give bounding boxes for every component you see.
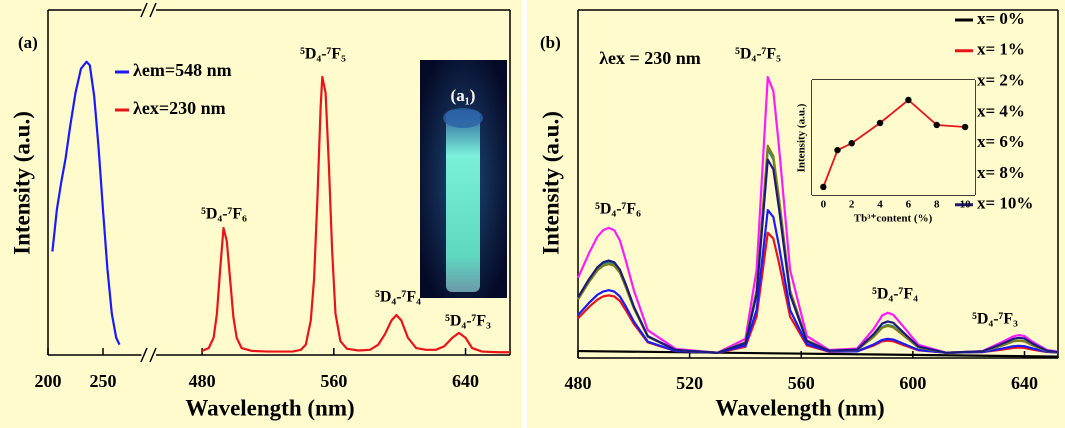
meniscus [443,108,483,128]
inset-label: (a₁) [451,86,476,105]
y-axis-title: Intensity (a.u.) [538,111,563,255]
x-tick-label: 600 [899,373,926,393]
data-point [820,184,826,190]
data-point [934,122,940,128]
transition-label: ⁵D₄-⁷F₆ [201,206,247,223]
cuvette [446,110,480,292]
x-tick-label: 10 [960,199,972,211]
x-tick-label: 480 [189,371,216,391]
x-tick-label: 6 [906,199,912,211]
x-axis-title: Wavelength (nm) [715,395,884,420]
data-point [834,147,840,153]
transition-label: ⁵D₄-⁷F₆ [595,201,641,218]
x-tick-label: 4 [877,199,883,211]
legend-label: λex=230 nm [133,98,226,118]
data-point [848,140,854,146]
transition-label: ⁵D₄-⁷F₅ [735,46,781,63]
x-tick-label: 640 [452,371,479,391]
x-tick-label: 520 [676,373,703,393]
data-point [877,120,883,126]
legend-label: x= 10% [977,194,1033,213]
legend-label: x= 4% [977,101,1025,120]
transition-label: ⁵D₄-⁷F₃ [972,311,1018,328]
panel-label: (a) [18,33,38,52]
legend-label: x= 6% [977,132,1025,151]
x-tick-label: 560 [320,371,347,391]
legend-label: x= 8% [977,163,1025,182]
data-point [905,97,911,103]
transition-label: ⁵D₄-⁷F₄ [872,286,918,303]
legend-label: x= 1% [977,40,1025,59]
x-tick-label: 2 [849,199,855,211]
legend-label: x= 0% [977,9,1025,28]
x-axis-title: Wavelength (nm) [185,395,354,420]
figure: (a₁) 200250480560640Wavelength (nm)Inten… [0,0,1065,428]
transition-label: ⁵D₄-⁷F₃ [445,313,491,330]
transition-label: ⁵D₄-⁷F₄ [375,289,421,306]
x-tick-label: 480 [565,373,592,393]
transition-label: ⁵D₄-⁷F₅ [300,46,346,63]
x-tick-label: 250 [90,371,117,391]
y-axis-title: Intensity (a.u.) [9,111,34,255]
legend-label: x= 2% [977,71,1025,90]
x-tick-label: 560 [788,373,815,393]
inset-background [812,80,975,195]
x-axis-title: Tb³⁺content (%) [854,213,933,225]
panel-label: (b) [540,33,561,52]
data-point [962,124,968,130]
y-axis-title: Intensity (a.u.) [796,103,808,172]
x-tick-label: 640 [1011,373,1038,393]
legend-label: λem=548 nm [133,60,232,80]
excitation-label: λex = 230 nm [599,48,701,68]
x-tick-label: 0 [821,199,827,211]
x-tick-label: 8 [934,199,940,211]
x-tick-label: 200 [35,371,62,391]
